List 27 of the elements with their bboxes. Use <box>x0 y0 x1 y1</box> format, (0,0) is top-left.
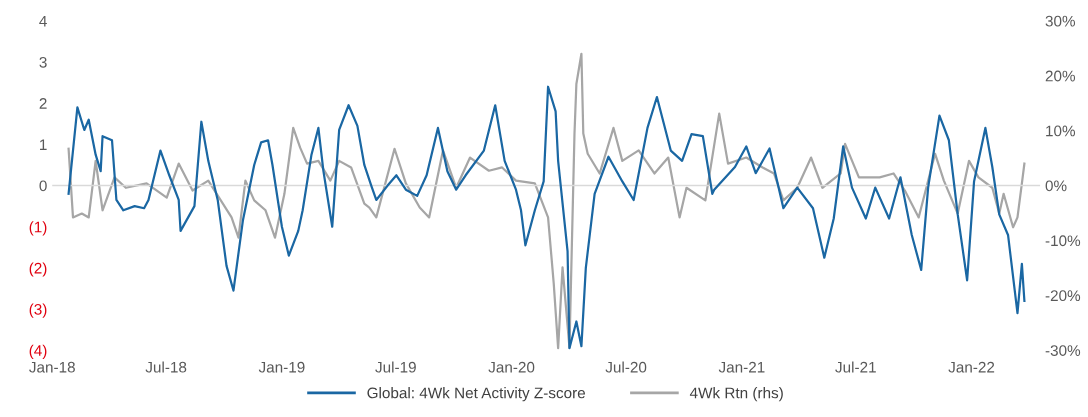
legend-label: Global: 4Wk Net Activity Z-score <box>367 387 585 402</box>
y-tick-label: 3 <box>39 56 47 68</box>
legend-label: 4Wk Rtn (rhs) <box>689 387 783 402</box>
x-tick-label: Jan-21 <box>718 361 765 373</box>
x-tick-label: Jan-20 <box>488 361 535 373</box>
x-tick-label: Jan-22 <box>948 361 995 373</box>
y2-tick-label: 0% <box>1045 180 1067 192</box>
y2-tick-label: -30% <box>1045 345 1081 356</box>
y2-tick-label: 30% <box>1045 15 1076 27</box>
y-tick-label: 0 <box>39 180 47 192</box>
y-tick-label: (3) <box>29 303 47 318</box>
y-tick-label: (4) <box>29 344 47 359</box>
x-tick-label: Jul-21 <box>835 361 876 373</box>
y2-tick-label: 10% <box>1046 125 1076 137</box>
y-tick-label: (2) <box>29 262 47 277</box>
y-tick-label: 2 <box>39 98 47 109</box>
x-tick-label: Jul-19 <box>375 361 416 373</box>
x-tick-label: Jan-19 <box>258 361 305 373</box>
y2-tick-label: 20% <box>1045 70 1076 82</box>
y-tick-label: 1 <box>40 139 47 150</box>
x-tick-label: Jul-18 <box>145 361 187 373</box>
x-tick-label: Jan-18 <box>29 361 75 373</box>
y-tick-label: (1) <box>29 221 47 236</box>
y2-tick-label: -20% <box>1045 290 1081 302</box>
y-tick-label: 4 <box>39 15 47 27</box>
x-tick-label: Jul-20 <box>605 361 647 373</box>
y2-tick-label: -10% <box>1045 235 1081 247</box>
